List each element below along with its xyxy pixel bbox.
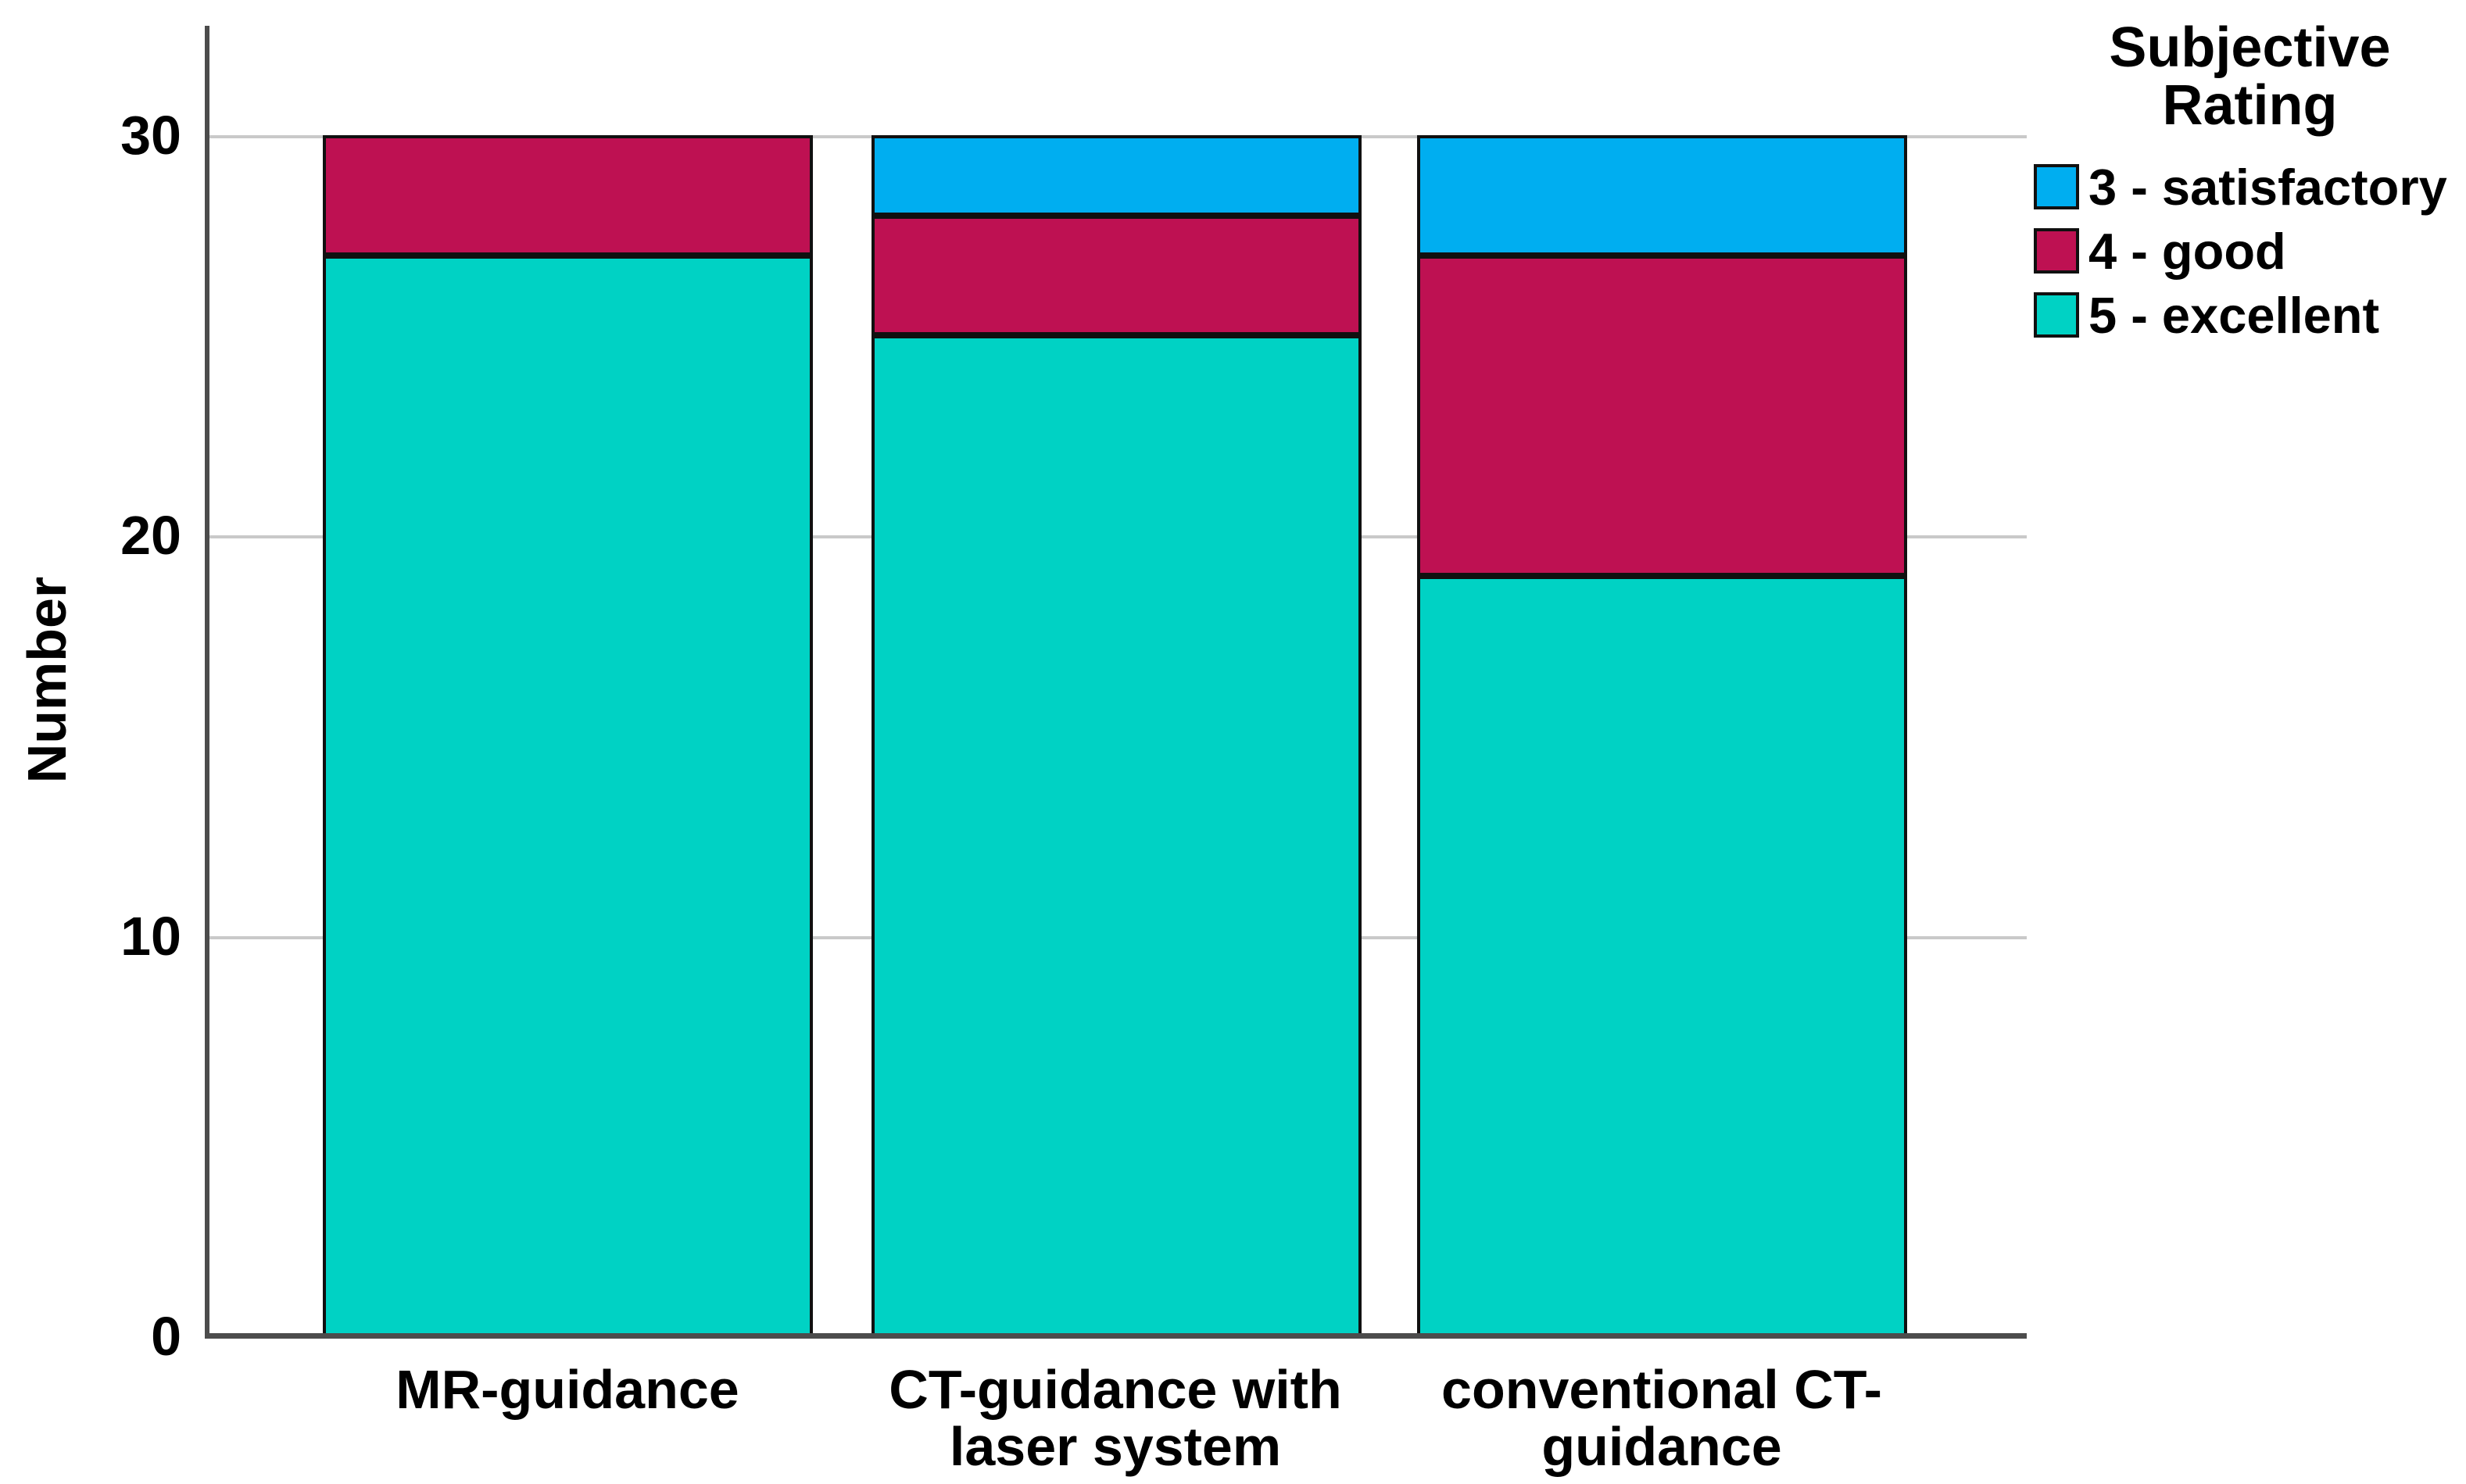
legend-title-line: Rating xyxy=(2162,74,2338,137)
y-axis-line xyxy=(205,26,209,1336)
bar-segment-excellent xyxy=(323,255,813,1336)
category-label-line: CT-guidance with xyxy=(889,1359,1342,1420)
bar-conventional-ct xyxy=(1417,26,1907,1336)
bar-segment-good xyxy=(872,215,1362,336)
category-label-line: guidance xyxy=(1541,1416,1782,1477)
bar-segment-satisfactory xyxy=(1417,135,1907,256)
legend-label: 4 - good xyxy=(2088,222,2286,280)
bar-segment-excellent xyxy=(1417,575,1907,1336)
x-axis-line xyxy=(205,1333,2027,1339)
bar-segment-satisfactory xyxy=(872,135,1362,216)
legend-items: 3 - satisfactory 4 - good 5 - excellent xyxy=(2034,155,2466,347)
category-label-line: MR-guidance xyxy=(395,1359,739,1420)
legend-item-good: 4 - good xyxy=(2034,219,2466,283)
legend-title-line: Subjective xyxy=(2109,16,2391,79)
category-label-ct-guidance-laser: CT-guidance with laser system xyxy=(764,1361,1467,1475)
legend-title: Subjective Rating xyxy=(2034,19,2466,134)
legend: Subjective Rating 3 - satisfactory 4 - g… xyxy=(2034,19,2466,347)
legend-item-excellent: 5 - excellent xyxy=(2034,283,2466,347)
category-label-conventional-ct: conventional CT- guidance xyxy=(1310,1361,2013,1475)
legend-label: 5 - excellent xyxy=(2088,286,2380,344)
legend-swatch xyxy=(2034,164,2079,209)
legend-item-satisfactory: 3 - satisfactory xyxy=(2034,155,2466,219)
bar-ct-guidance-laser xyxy=(872,26,1362,1336)
category-label-line: conventional CT- xyxy=(1441,1359,1882,1420)
y-tick-label-20: 20 xyxy=(120,505,181,567)
bar-segment-good xyxy=(1417,255,1907,576)
bar-segment-good xyxy=(323,135,813,256)
y-tick-label-30: 30 xyxy=(120,105,181,166)
category-label-line: laser system xyxy=(949,1416,1282,1477)
category-label-mr-guidance: MR-guidance xyxy=(216,1361,919,1418)
legend-label: 3 - satisfactory xyxy=(2088,158,2447,216)
legend-swatch xyxy=(2034,292,2079,338)
legend-swatch xyxy=(2034,228,2079,274)
bar-segment-excellent xyxy=(872,335,1362,1336)
y-tick-label-10: 10 xyxy=(120,905,181,967)
plot-area xyxy=(205,26,2027,1339)
bar-mr-guidance xyxy=(323,26,813,1336)
y-tick-label-0: 0 xyxy=(151,1306,181,1367)
